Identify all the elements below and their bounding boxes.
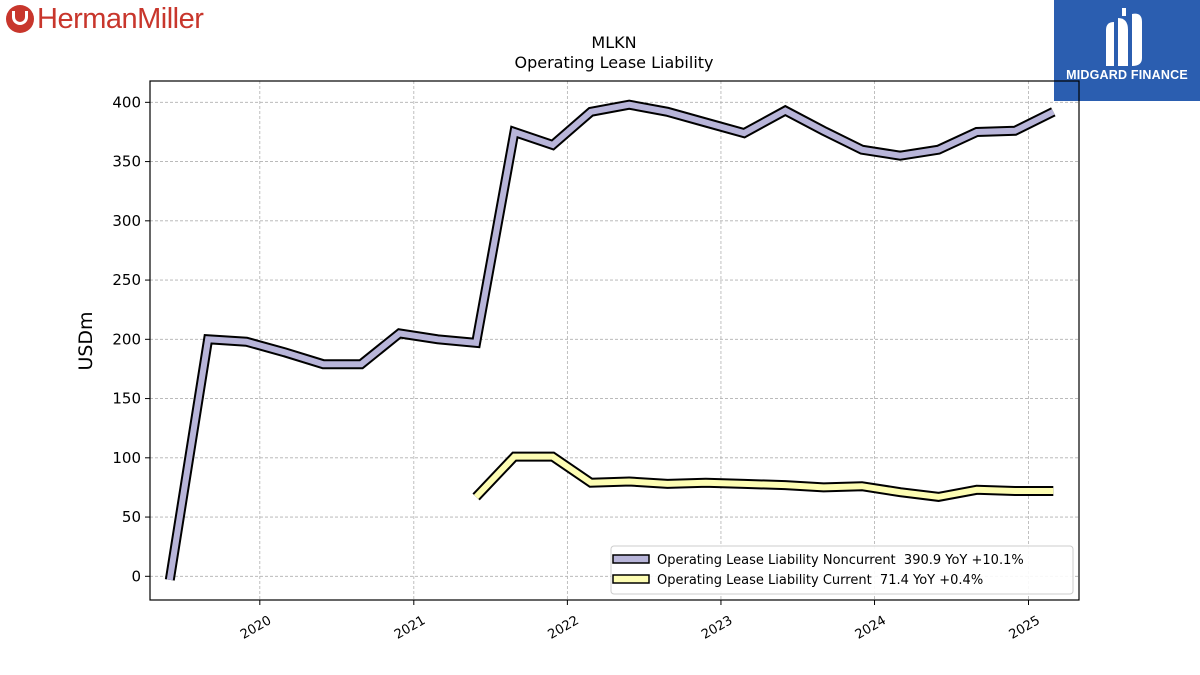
- x-tick-label: 2022: [546, 613, 582, 643]
- midgard-finance-logo-text: MIDGARD FINANCE: [1066, 68, 1188, 82]
- y-axis-label: USDm: [75, 311, 97, 370]
- legend-label: Operating Lease Liability Noncurrent 390…: [657, 553, 1024, 568]
- herman-miller-logo: HermanMiller: [6, 2, 204, 36]
- x-axis: 2020 2021 2022 2023 2024 2025: [238, 600, 1043, 643]
- x-tick-label: 2021: [392, 613, 428, 643]
- series-layer: [164, 99, 1056, 581]
- chart-subtitle: Operating Lease Liability: [514, 53, 713, 72]
- herman-miller-logo-icon: [6, 5, 34, 33]
- y-tick-label: 300: [112, 212, 141, 230]
- x-tick-label: 2024: [853, 613, 889, 643]
- legend-label: Operating Lease Liability Current 71.4 Y…: [657, 573, 983, 588]
- series-current: [472, 451, 1054, 502]
- legend-swatch: [612, 554, 650, 564]
- y-tick-label: 50: [122, 508, 141, 526]
- grid: [150, 81, 1079, 600]
- series-line: [473, 453, 1054, 500]
- x-tick-label: 2025: [1007, 613, 1043, 643]
- x-tick-label: 2020: [238, 613, 274, 643]
- midgard-finance-logo-icon: [1106, 8, 1142, 67]
- y-tick-label: 400: [112, 93, 141, 111]
- y-tick-label: 350: [112, 153, 141, 171]
- legend-box: [610, 545, 1074, 595]
- plot-area-frame: [149, 80, 1080, 601]
- y-tick-label: 0: [131, 567, 141, 585]
- chart-title: MLKN: [591, 33, 636, 52]
- series-noncurrent: [164, 99, 1056, 581]
- legend: Operating Lease Liability Noncurrent 390…: [610, 545, 1074, 595]
- herman-miller-logo-text: HermanMiller: [37, 2, 204, 35]
- y-tick-label: 150: [112, 390, 141, 408]
- y-axis: 0 50 100 150 200 250 300 350 400: [112, 93, 150, 585]
- y-tick-label: 100: [112, 449, 141, 467]
- x-tick-label: 2023: [699, 613, 735, 643]
- y-tick-label: 250: [112, 271, 141, 289]
- y-tick-label: 200: [112, 330, 141, 348]
- series-line: [166, 101, 1055, 581]
- legend-swatch: [612, 574, 650, 584]
- midgard-finance-logo: MIDGARD FINANCE: [1054, 0, 1200, 101]
- series-line-outline: [164, 99, 1056, 581]
